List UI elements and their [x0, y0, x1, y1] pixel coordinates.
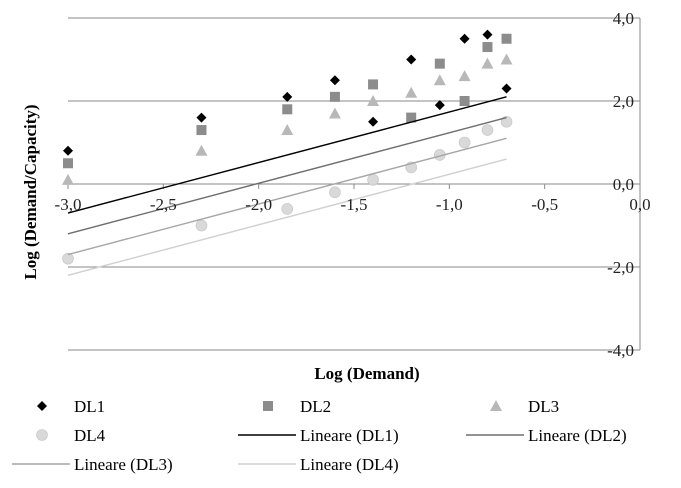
point-dl2 [368, 79, 379, 90]
point-dl4 [367, 174, 379, 186]
grid-lines [68, 17, 640, 351]
x-tick-label: -1,0 [436, 195, 463, 214]
point-dl1 [482, 29, 493, 40]
legend-label: DL3 [528, 397, 559, 416]
point-dl3 [500, 53, 513, 65]
point-dl4 [329, 186, 341, 199]
point-dl1 [434, 100, 445, 111]
point-dl2 [501, 33, 512, 44]
legend-item: DL2 [263, 397, 331, 416]
legend: DL1 DL2 DL3 DL4 Lineare (DL1) Lineare (DL2) Li… [12, 397, 627, 474]
y-tick-label: 4,0 [613, 9, 634, 28]
point-dl2 [329, 91, 340, 102]
legend-label: Lineare (DL1) [300, 426, 399, 445]
point-dl1 [459, 33, 470, 44]
legend-item: DL3 [490, 397, 559, 416]
point-dl1 [63, 145, 73, 156]
point-dl2 [406, 112, 417, 123]
data-marks [62, 29, 513, 265]
point-dl1 [501, 83, 512, 94]
point-dl3 [367, 95, 380, 106]
legend-swatch-dl1 [37, 401, 47, 411]
point-dl2 [459, 96, 470, 106]
trendline-dl4 [67, 158, 507, 276]
point-dl2 [282, 104, 293, 115]
x-tick-label: 0,0 [629, 195, 650, 214]
point-dl2 [196, 125, 207, 136]
point-dl1 [329, 75, 340, 86]
point-dl4 [458, 136, 471, 149]
x-tick-label: -0,5 [531, 195, 558, 214]
axes [67, 17, 641, 351]
legend-label: DL4 [74, 426, 106, 445]
legend-label: Lineare (DL2) [528, 426, 627, 445]
x-axis-title: Log (Demand) [314, 364, 419, 383]
legend-label: DL2 [300, 397, 331, 416]
point-dl3 [405, 86, 418, 98]
legend-label: Lineare (DL3) [74, 455, 173, 474]
x-tick-label: -1,5 [341, 195, 368, 214]
point-dl1 [406, 54, 417, 65]
legend-item: Lineare (DL3) [12, 455, 173, 474]
point-dl2 [63, 158, 73, 169]
point-dl1 [196, 112, 207, 123]
legend-item: DL4 [36, 426, 106, 445]
point-dl1 [282, 91, 293, 102]
y-tick-label: 2,0 [613, 92, 634, 111]
point-dl2 [482, 42, 493, 53]
legend-item: Lineare (DL4) [238, 455, 399, 474]
tick-labels: -3,0 -2,5 -2,0 -1,5 -1,0 -0,5 0,0 -4,0 -2,0 0,0 2,… [55, 9, 651, 360]
x-tick-label: -2,0 [245, 195, 272, 214]
y-axis-title: Log (Demand/Capacity) [21, 104, 40, 279]
y-tick-label: -2,0 [607, 258, 634, 277]
point-dl4 [481, 124, 494, 136]
y-tick-label: -4,0 [607, 341, 634, 360]
point-dl2 [434, 58, 445, 69]
trendline-dl1 [67, 96, 507, 214]
point-dl3 [458, 70, 471, 82]
point-dl3 [195, 144, 208, 156]
point-dl4 [62, 252, 74, 265]
y-tick-label: 0,0 [613, 175, 634, 194]
point-dl1 [368, 116, 379, 127]
trend-lines [67, 96, 507, 276]
trendline-dl2 [67, 116, 507, 235]
point-dl3 [62, 173, 74, 185]
legend-label: Lineare (DL4) [300, 455, 399, 474]
point-dl3 [481, 57, 494, 69]
point-dl3 [433, 74, 446, 86]
point-dl3 [328, 107, 341, 119]
x-tick-label: -3,0 [55, 195, 82, 214]
point-dl4 [281, 203, 294, 215]
legend-swatch-dl4 [36, 429, 48, 441]
legend-swatch-dl2 [263, 401, 273, 411]
legend-label: DL1 [74, 397, 105, 416]
point-dl4 [195, 219, 208, 232]
legend-item: Lineare (DL1) [238, 426, 399, 445]
legend-swatch-dl3 [490, 400, 502, 411]
x-tick-label: -2,5 [150, 195, 177, 214]
point-dl3 [281, 124, 294, 136]
legend-item: DL1 [37, 397, 105, 416]
legend-item: Lineare (DL2) [466, 426, 627, 445]
trendline-dl3 [67, 137, 507, 256]
